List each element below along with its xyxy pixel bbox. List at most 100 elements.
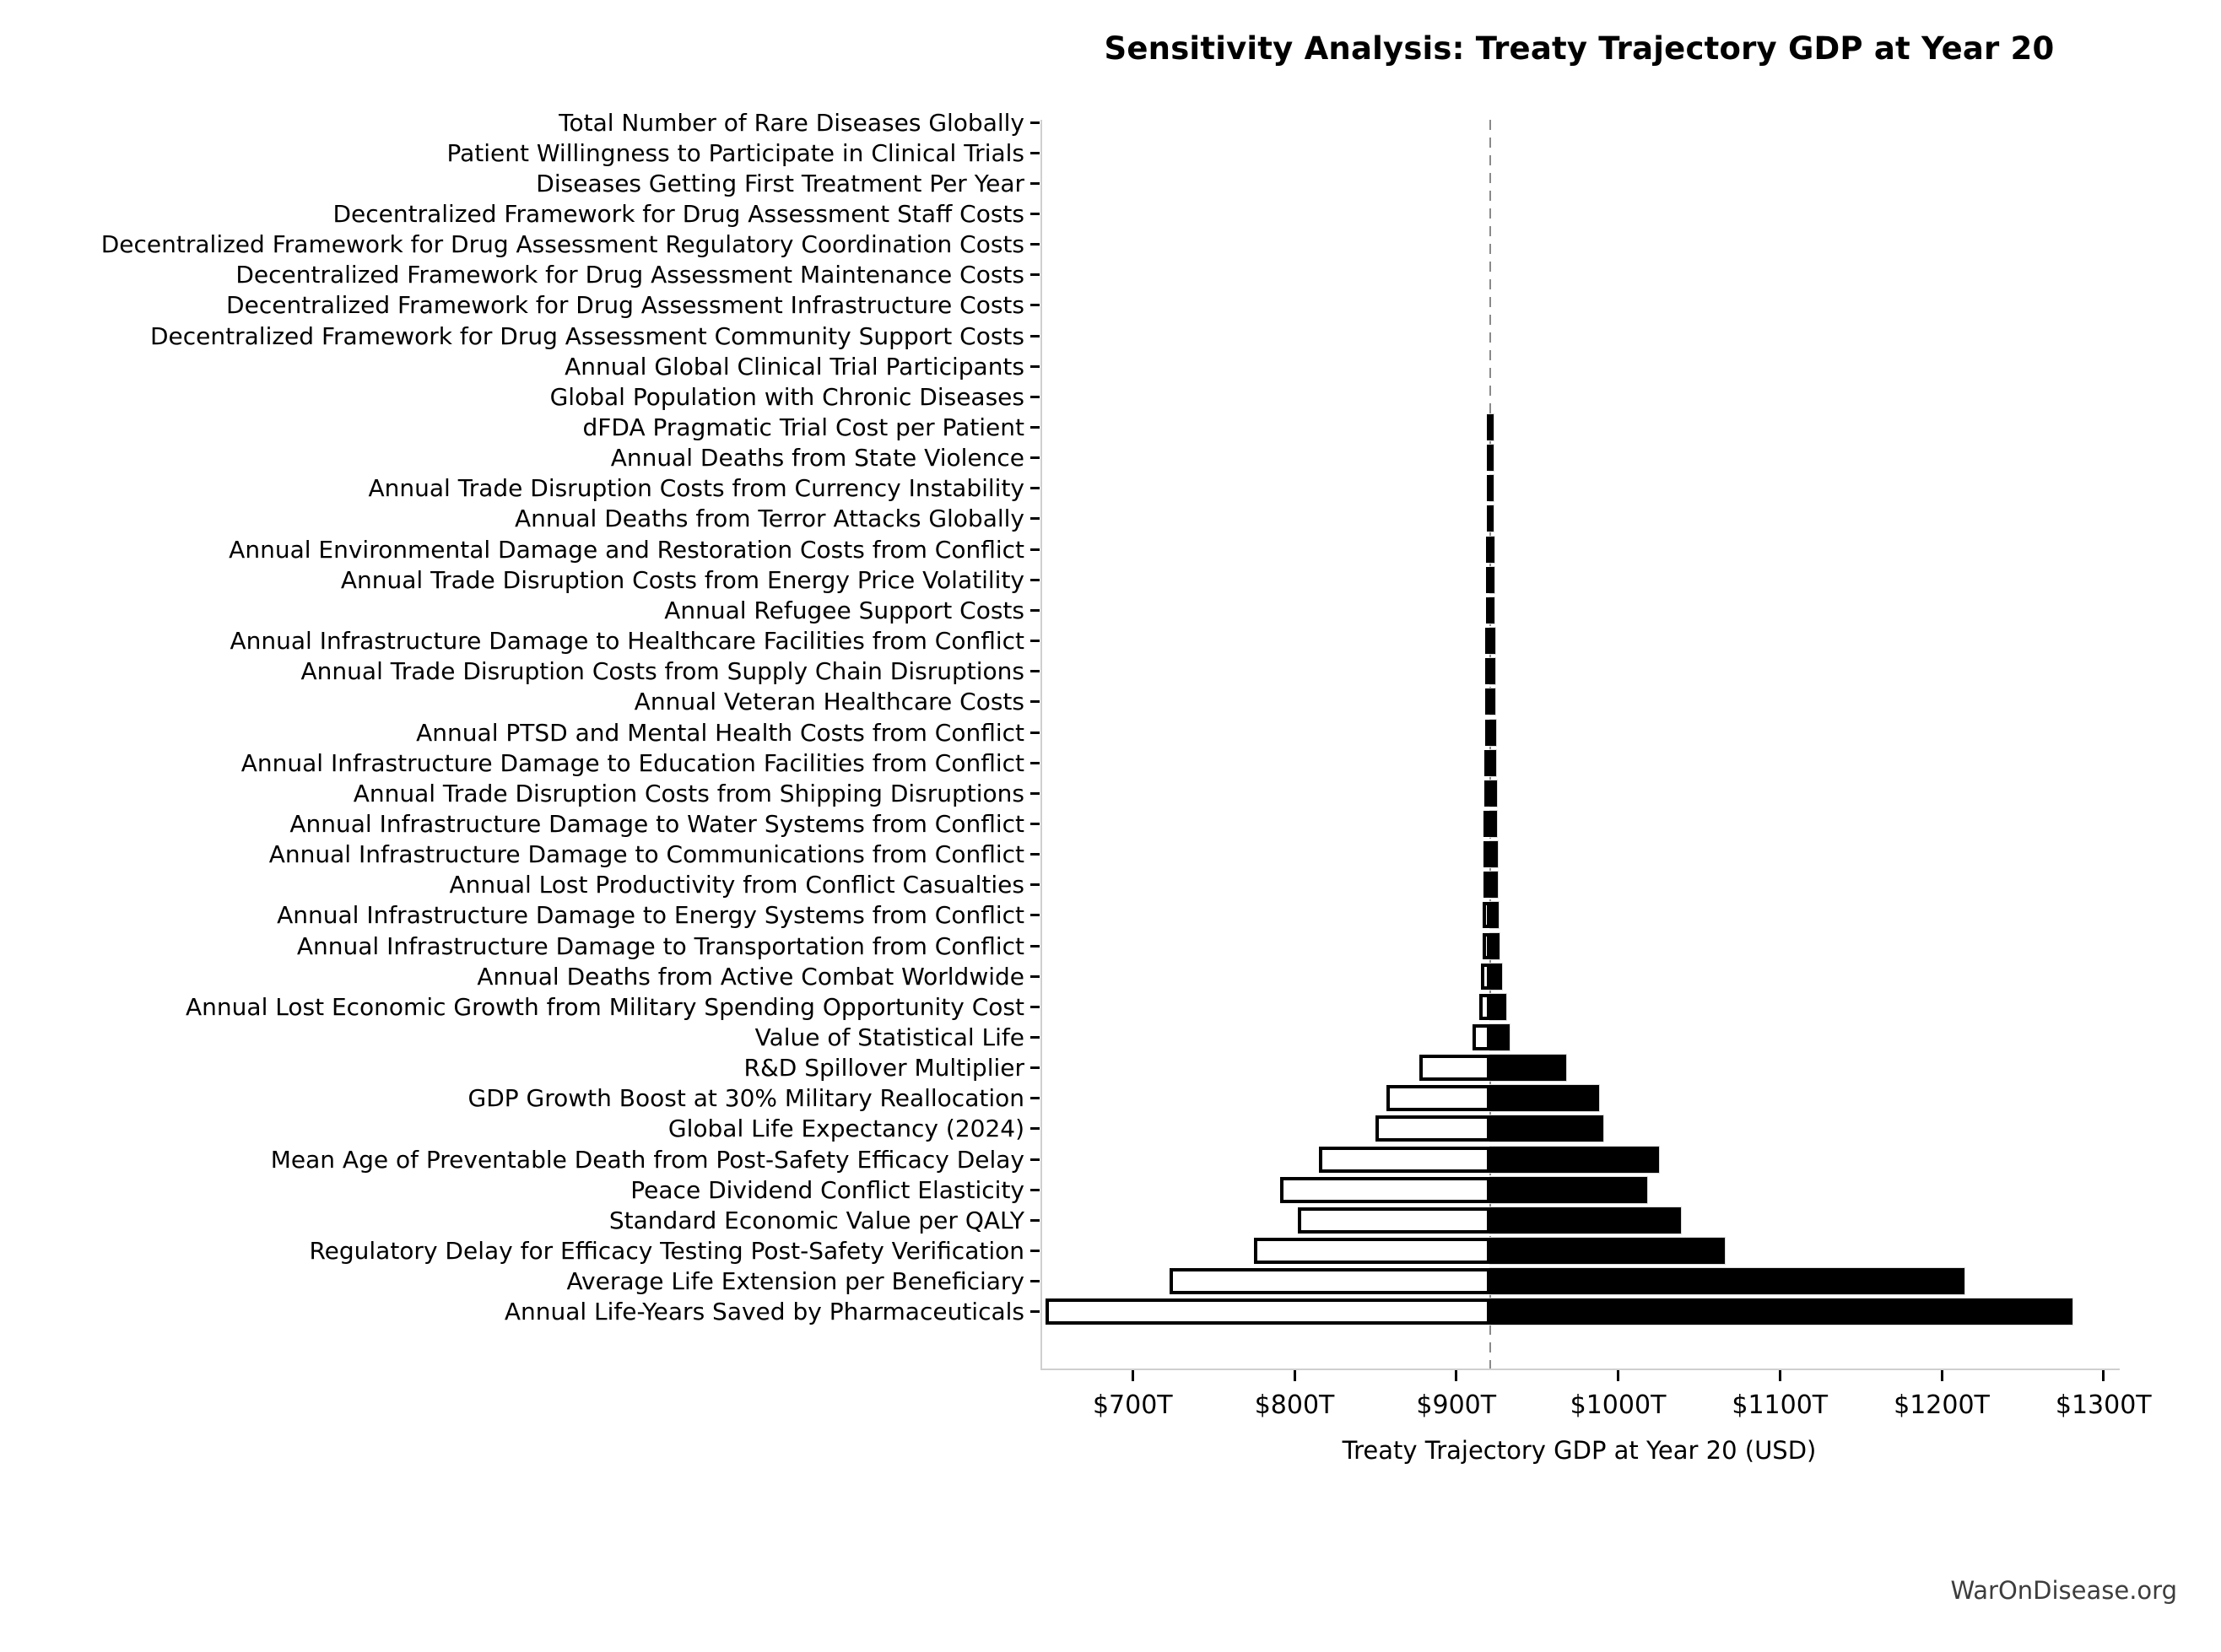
y-tick-label: Annual PTSD and Mental Health Costs from… (416, 718, 1024, 747)
tornado-bar-low (1487, 414, 1494, 440)
tornado-bar-low (1473, 1024, 1491, 1050)
y-tick-label: dFDA Pragmatic Trial Cost per Patient (582, 413, 1025, 441)
y-tick-mark (1030, 334, 1040, 337)
y-tick-label: R&D Spillover Multiplier (743, 1054, 1025, 1082)
y-tick-label: Annual Environmental Damage and Restorat… (229, 535, 1024, 564)
tornado-bar-high (1490, 1238, 1726, 1265)
tornado-bar-high (1490, 872, 1498, 899)
y-tick-label: Annual Refugee Support Costs (664, 596, 1024, 624)
y-tick-label: Annual Life-Years Saved by Pharmaceutica… (504, 1298, 1024, 1326)
x-tick-mark (1131, 1370, 1134, 1381)
y-tick-label: Annual Deaths from Active Combat Worldwi… (477, 962, 1024, 991)
tornado-bar-high (1490, 993, 1507, 1020)
tornado-bar-low (1487, 505, 1494, 532)
tornado-bar-high (1490, 688, 1495, 715)
tornado-bar-high (1490, 963, 1502, 990)
y-tick-label: Decentralized Framework for Drug Assessm… (150, 321, 1024, 350)
tornado-bar-low (1485, 719, 1493, 746)
tornado-bar-low (1486, 597, 1494, 624)
plot-area (1040, 120, 2120, 1370)
tornado-bar-low (1484, 780, 1492, 807)
tornado-bar-low (1480, 963, 1491, 990)
tornado-bar-low (1318, 1146, 1491, 1173)
y-tick-label: Annual Deaths from Terror Attacks Global… (514, 505, 1024, 533)
tornado-bar-low (1254, 1238, 1491, 1265)
y-tick-mark (1030, 700, 1040, 704)
y-tick-label: Annual Infrastructure Damage to Educatio… (240, 748, 1024, 777)
y-tick-label: GDP Growth Boost at 30% Military Realloc… (467, 1084, 1024, 1113)
tornado-bar-high (1490, 780, 1497, 807)
y-tick-label: Annual Trade Disruption Costs from Energ… (340, 565, 1024, 594)
y-tick-label: Annual Veteran Healthcare Costs (634, 688, 1024, 716)
y-tick-label: Annual Trade Disruption Costs from Suppl… (300, 657, 1024, 686)
tornado-bar-low (1486, 566, 1494, 593)
y-tick-mark (1030, 1036, 1040, 1039)
y-tick-label: Annual Trade Disruption Costs from Shipp… (353, 779, 1024, 807)
tornado-bar-low (1483, 810, 1491, 837)
tornado-bar-low (1170, 1268, 1491, 1295)
y-tick-mark (1030, 243, 1040, 246)
tornado-bar-high (1490, 1176, 1648, 1203)
tornado-bar-high (1490, 719, 1496, 746)
x-tick-label: $1100T (1732, 1390, 1829, 1420)
y-tick-mark (1030, 273, 1040, 277)
tornado-bar-high (1490, 902, 1499, 929)
y-tick-mark (1030, 1188, 1040, 1191)
y-tick-mark (1030, 1005, 1040, 1008)
y-tick-label: Annual Infrastructure Damage to Healthca… (230, 627, 1025, 656)
y-tick-label: Decentralized Framework for Drug Assessm… (235, 261, 1024, 289)
y-tick-mark (1030, 1310, 1040, 1314)
y-tick-mark (1030, 1280, 1040, 1283)
y-tick-label: Peace Dividend Conflict Elasticity (630, 1175, 1024, 1204)
y-tick-mark (1030, 121, 1040, 124)
tornado-bar-high (1490, 1268, 1964, 1295)
y-tick-mark (1030, 1218, 1040, 1222)
y-tick-mark (1030, 364, 1040, 368)
tornado-bar-low (1386, 1085, 1491, 1112)
x-axis-title: Treaty Trajectory GDP at Year 20 (USD) (1342, 1436, 1817, 1465)
tornado-bar-low (1487, 475, 1494, 502)
y-tick-mark (1030, 212, 1040, 215)
tornado-bar-high (1490, 749, 1496, 776)
tornado-bar-low (1485, 688, 1493, 715)
y-tick-label: Value of Statistical Life (754, 1023, 1024, 1051)
tornado-bar-high (1490, 841, 1498, 868)
y-tick-mark (1030, 914, 1040, 917)
tornado-bar-high (1490, 810, 1497, 837)
tornado-bar-high (1490, 1207, 1682, 1234)
tornado-bar-high (1490, 1085, 1599, 1112)
y-tick-mark (1030, 151, 1040, 154)
y-tick-mark (1030, 761, 1040, 764)
y-tick-label: Annual Infrastructure Damage to Transpor… (296, 931, 1024, 960)
y-tick-mark (1030, 640, 1040, 643)
x-tick-label: $900T (1416, 1390, 1497, 1420)
x-tick-mark (1455, 1370, 1458, 1381)
x-tick-label: $800T (1254, 1390, 1335, 1420)
tornado-bar-high (1490, 658, 1495, 685)
y-tick-label: Annual Deaths from State Violence (610, 444, 1024, 472)
y-tick-label: Decentralized Framework for Drug Assessm… (226, 291, 1024, 320)
x-tick-mark (1293, 1370, 1296, 1381)
x-tick-mark (1940, 1370, 1943, 1381)
y-tick-mark (1030, 1127, 1040, 1131)
tornado-bar-high (1490, 1055, 1567, 1082)
y-tick-label: Decentralized Framework for Drug Assessm… (100, 230, 1024, 259)
y-tick-mark (1030, 608, 1040, 612)
tornado-bar-low (1279, 1176, 1491, 1203)
y-tick-mark (1030, 426, 1040, 429)
y-tick-mark (1030, 670, 1040, 673)
tornado-bar-high (1490, 1115, 1604, 1142)
y-tick-label: Global Population with Chronic Diseases (549, 382, 1024, 411)
x-tick-mark (1617, 1370, 1620, 1381)
tornado-bar-low (1484, 749, 1492, 776)
y-tick-mark (1030, 822, 1040, 825)
x-tick-label: $1000T (1570, 1390, 1667, 1420)
y-tick-mark (1030, 548, 1040, 551)
y-tick-mark (1030, 944, 1040, 947)
y-tick-label: Decentralized Framework for Drug Assessm… (332, 199, 1024, 228)
tornado-bar-low (1485, 658, 1493, 685)
y-tick-label: Annual Infrastructure Damage to Energy S… (277, 901, 1024, 930)
y-tick-label: Annual Lost Economic Growth from Militar… (186, 992, 1024, 1021)
y-tick-mark (1030, 1066, 1040, 1070)
tornado-bar-low (1483, 872, 1491, 899)
